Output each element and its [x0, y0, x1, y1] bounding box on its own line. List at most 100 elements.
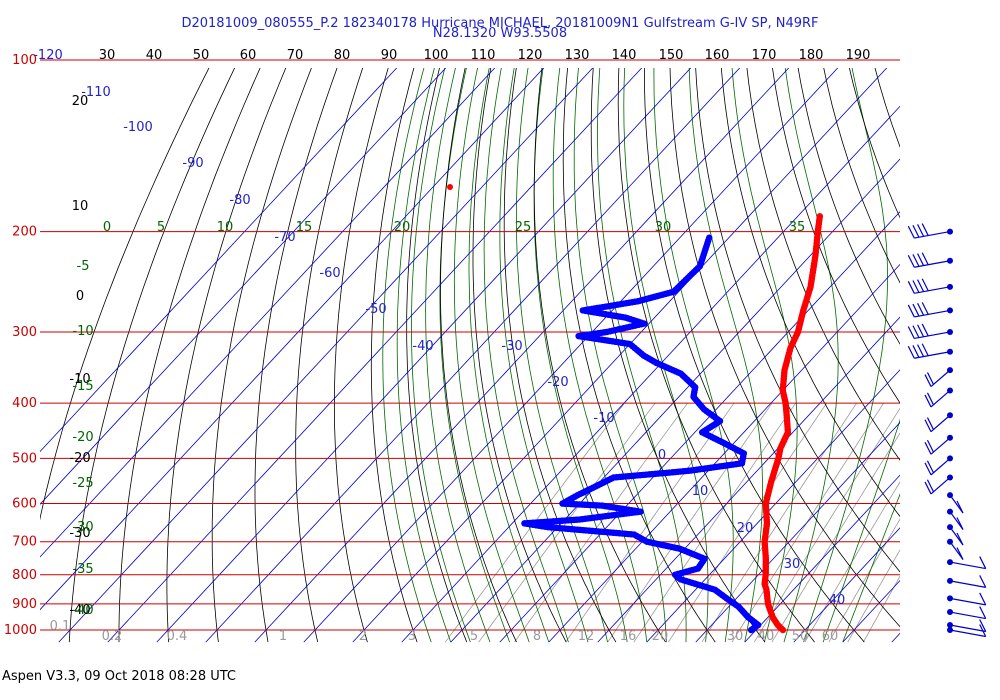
wind-barb-staff — [914, 230, 951, 239]
wind-barb-dot — [947, 492, 953, 499]
wind-barb-flag — [921, 323, 929, 337]
moist-adiabat — [783, 68, 839, 643]
dry-adiabat — [472, 68, 567, 643]
wind-barb-dot — [947, 609, 953, 616]
isotherm — [597, 316, 900, 643]
wind-barb-flag — [917, 302, 925, 316]
moist-adiabat-label: -10 — [72, 324, 93, 339]
moist-adiabat — [597, 68, 687, 643]
wind-barb — [947, 508, 964, 530]
dry-adiabat — [772, 68, 900, 404]
wind-barb-flag — [907, 346, 915, 359]
wind-barb — [947, 538, 964, 560]
moist-adiabat-label: 35 — [789, 220, 806, 235]
wind-barb-flag — [926, 439, 935, 453]
wind-barb — [947, 556, 987, 570]
wind-barb-staff — [949, 629, 986, 638]
dry-adiabat-label: -30 — [69, 526, 90, 541]
dry-adiabat — [211, 68, 312, 643]
moist-adiabat — [453, 68, 530, 643]
dry-adiabat — [695, 68, 900, 573]
moist-adiabat-label: -30 — [72, 520, 93, 535]
wind-barb-flag — [917, 324, 925, 338]
moist-adiabat-label: 30 — [655, 220, 672, 235]
mixing-ratio-line — [863, 575, 900, 643]
isotherm-label: -110 — [81, 85, 111, 100]
moist-adiabat-label: 20 — [394, 220, 411, 235]
wind-barb-flag — [912, 325, 920, 338]
isotherm-label: 40 — [829, 593, 846, 608]
wind-barb-dot — [947, 283, 953, 290]
mixing-ratio-line — [701, 402, 857, 643]
wind-barb-dot — [947, 577, 953, 584]
isotherm — [891, 632, 900, 643]
dry-adiabat — [118, 68, 261, 643]
wind-barb-flag — [921, 223, 929, 236]
mixing-ratio-line — [771, 432, 900, 643]
pressure-label: 800 — [12, 568, 37, 583]
moist-adiabat-label: -35 — [72, 562, 93, 577]
wind-barb-flag — [956, 517, 964, 530]
top-axis-label: 40 — [146, 48, 163, 63]
wind-barb — [924, 434, 953, 455]
dry-adiabat — [848, 68, 900, 219]
dry-adiabat — [503, 68, 617, 643]
moist-adiabat — [483, 68, 569, 643]
dry-adiabat — [949, 60, 1000, 642]
mixing-ratio-line — [828, 518, 900, 643]
isotherm — [450, 158, 900, 643]
isotherm-label: 20 — [737, 521, 754, 536]
dry-adiabat-label: 20 — [72, 94, 89, 109]
wind-barb-flag — [924, 441, 932, 455]
moist-adiabat — [842, 493, 900, 643]
wind-barb-staff — [949, 561, 986, 570]
wind-barb-flag — [912, 345, 920, 358]
isobar-layer — [40, 59, 900, 631]
mixing-ratio-line — [731, 402, 884, 643]
isotherm — [352, 68, 888, 643]
wind-barb-dot — [947, 328, 953, 335]
wind-barb-dot — [947, 559, 953, 566]
pressure-label: 200 — [12, 225, 37, 240]
isotherm — [744, 474, 900, 643]
temperature-point — [447, 184, 453, 190]
mixing-ratio-label: 60 — [822, 629, 839, 644]
mixing-ratio-label: 20 — [652, 629, 669, 644]
wind-barb-flag — [912, 224, 920, 238]
wind-barb-staff — [949, 611, 986, 620]
top-axis-label: 110 — [471, 48, 496, 63]
moist-adiabat-label: -5 — [77, 259, 90, 274]
wind-barb — [947, 575, 987, 588]
isotherm-label: -80 — [229, 193, 250, 208]
dewpoint-point — [747, 626, 755, 634]
wind-barb-flag — [921, 278, 929, 292]
wind-barb-staff — [949, 624, 986, 633]
wind-barb-column — [907, 223, 987, 638]
wind-barb-staff — [914, 351, 951, 359]
moist-adiabat — [468, 68, 550, 643]
top-axis-label: 170 — [752, 48, 777, 63]
moist-adiabat — [822, 418, 900, 643]
moist-adiabat-label: -25 — [72, 476, 93, 491]
wind-barb-flag — [926, 392, 935, 406]
wind-barb-flag — [921, 252, 929, 265]
isotherm-label: -20 — [547, 375, 568, 390]
wind-barb-staff — [949, 526, 964, 546]
wind-barb-flag — [956, 532, 964, 546]
wind-barb-dot — [947, 627, 953, 634]
moist-adiabat — [439, 68, 510, 643]
profile-layer — [447, 184, 824, 634]
isotherm — [254, 68, 790, 643]
isotherm-label: 10 — [692, 484, 709, 499]
dry-adiabat — [406, 68, 468, 643]
top-axis-label: 120 — [518, 48, 543, 63]
moist-adiabat — [516, 68, 608, 643]
wind-barb-flag — [926, 417, 935, 430]
isotherm — [646, 369, 900, 643]
wind-barb-flag — [979, 575, 987, 588]
top-axis-label: 160 — [705, 48, 730, 63]
wind-barb — [907, 323, 953, 340]
pressure-label: 1000 — [4, 623, 37, 638]
isotherm — [40, 68, 545, 611]
pressure-label: 100 — [12, 53, 37, 68]
